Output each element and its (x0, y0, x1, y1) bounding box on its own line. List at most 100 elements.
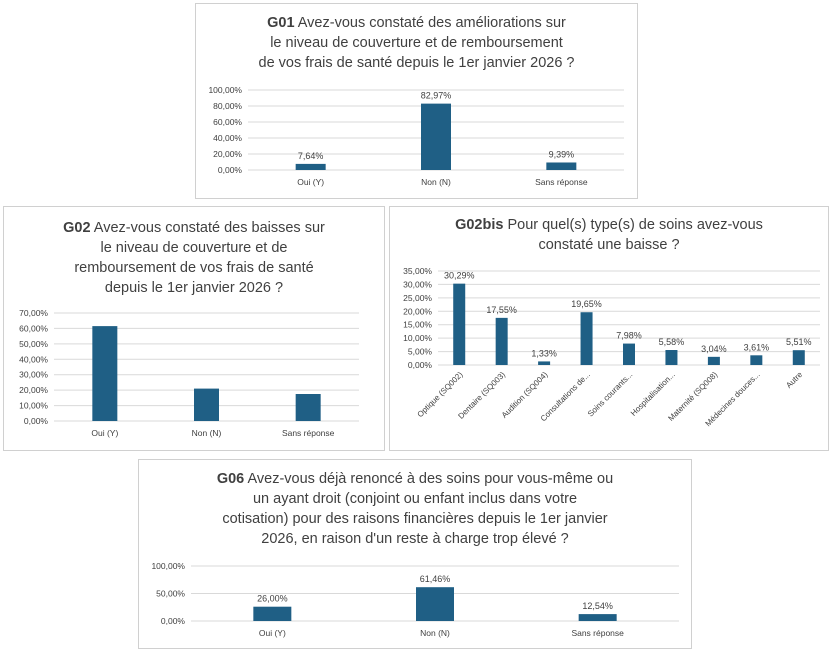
category-label: Non (N) (421, 177, 451, 187)
category-label: Oui (Y) (91, 428, 118, 438)
chart-title-line: Avez-vous constaté des améliorations sur (297, 15, 566, 31)
y-tick-label: 100,00% (151, 561, 185, 571)
bar (421, 103, 451, 170)
y-tick-label: 50,00% (19, 339, 48, 349)
chart-title-line: cotisation) pour des raisons financières… (222, 511, 608, 527)
data-label: 17,55% (486, 305, 517, 315)
data-label: 26,00% (257, 594, 288, 604)
chart-panel-g02bis: G02bis Pour quel(s) type(s) de soins ave… (389, 206, 829, 451)
category-label: Non (N) (420, 628, 450, 638)
category-label: Optique (SQ002) (416, 370, 465, 419)
category-label: Sans réponse (571, 628, 624, 638)
bar (665, 350, 678, 365)
chart-title-line: constaté une baisse ? (538, 237, 680, 253)
y-tick-label: 40,00% (213, 133, 242, 143)
chart-title-line: 2026, en raison d'un reste à charge trop… (261, 531, 569, 547)
data-label: 7,98% (616, 331, 642, 341)
y-tick-label: 20,00% (213, 149, 242, 159)
y-tick-label: 15,00% (403, 320, 432, 330)
bar (416, 587, 454, 621)
bar (578, 614, 617, 621)
chart-title-line: un ayant droit (conjoint ou enfant inclu… (252, 491, 578, 507)
data-label: 61,46% (420, 574, 451, 584)
chart-svg-g06: 0,00% 50,00% 100,00% 26,00% Oui (Y) 61,46% Non… (151, 561, 679, 638)
category-label: Oui (Y) (297, 177, 324, 187)
bar (253, 606, 292, 621)
y-tick-label: 60,00% (19, 323, 48, 333)
chart-title-line: remboursement de vos frais de santé (74, 260, 314, 276)
chart-svg-g02: 0,00% 10,00% 20,00% 30,00% 40,00% 50,00% 60,00… (19, 308, 359, 438)
data-label: 19,65% (571, 299, 602, 309)
category-label: Hospitalisation... (629, 370, 677, 418)
category-label: Sans réponse (282, 428, 335, 438)
data-label: 5,51% (786, 337, 812, 347)
data-label: 30,29% (444, 271, 475, 281)
chart-title-g02bis: G02bis Pour quel(s) type(s) de soins ave… (390, 215, 828, 255)
chart-title-line: Avez-vous déjà renoncé à des soins pour … (247, 471, 614, 487)
bar (546, 162, 577, 170)
data-label: 12,54% (582, 601, 613, 611)
data-label: 3,61% (744, 342, 770, 352)
bar (538, 361, 551, 365)
chart-svg-g01: 0,00% 20,00% 40,00% 60,00% 80,00% 100,00% 7,64… (208, 85, 624, 187)
y-tick-label: 0,00% (24, 416, 49, 426)
y-tick-label: 70,00% (19, 308, 48, 318)
y-tick-label: 0,00% (218, 165, 243, 175)
chart-title-line: le niveau de couverture et de remboursem… (270, 35, 563, 51)
chart-title-code: G02 (63, 220, 91, 236)
category-label: Autre (784, 370, 804, 390)
bar (750, 355, 763, 365)
data-label: 9,39% (549, 149, 575, 159)
y-tick-label: 40,00% (19, 354, 48, 364)
y-tick-label: 60,00% (213, 117, 242, 127)
chart-panel-g02: G02 Avez-vous constaté des baisses sur l… (3, 206, 385, 451)
bar (295, 163, 326, 170)
y-tick-label: 20,00% (19, 385, 48, 395)
bar (792, 350, 805, 365)
chart-title-line: depuis le 1er janvier 2026 ? (104, 280, 284, 296)
chart-title-code: G01 (267, 15, 295, 31)
y-tick-label: 10,00% (403, 333, 432, 343)
y-tick-label: 100,00% (208, 85, 242, 95)
bar (707, 356, 720, 365)
y-tick-label: 50,00% (156, 589, 185, 599)
data-label: 1,33% (531, 348, 557, 358)
chart-title-code: G06 (216, 471, 245, 487)
bar (295, 394, 321, 421)
data-label: 82,97% (421, 91, 452, 101)
category-label: Soins courants... (586, 370, 635, 419)
chart-title-line: Avez-vous constaté des baisses sur (93, 220, 325, 236)
bar (92, 326, 118, 421)
bar (623, 343, 635, 365)
chart-title-line: le niveau de couverture et de (100, 240, 288, 256)
chart-title-line: de vos frais de santé depuis le 1er janv… (258, 55, 575, 71)
chart-title-g01: G01 Avez-vous constaté des améliorations… (196, 13, 637, 73)
category-label: Non (N) (192, 428, 222, 438)
chart-svg-g02bis: 0,00% 5,00% 10,00% 15,00% 20,00% 25,00% 30,00%… (403, 266, 820, 428)
category-label: Sans réponse (535, 177, 588, 187)
data-label: 7,64% (298, 151, 324, 161)
chart-title-g02: G02 Avez-vous constaté des baisses sur l… (4, 218, 384, 298)
y-tick-label: 10,00% (19, 401, 48, 411)
y-tick-label: 20,00% (403, 306, 432, 316)
y-tick-label: 5,00% (408, 347, 433, 357)
chart-panel-g06: G06 Avez-vous déjà renoncé à des soins p… (138, 459, 692, 649)
y-tick-label: 25,00% (403, 293, 432, 303)
y-tick-label: 30,00% (19, 370, 48, 380)
chart-panel-g01: G01 Avez-vous constaté des améliorations… (195, 3, 638, 199)
y-tick-label: 35,00% (403, 266, 432, 276)
data-label: 3,04% (701, 344, 727, 354)
y-tick-label: 0,00% (161, 616, 186, 626)
bar (495, 317, 508, 365)
chart-title-g06: G06 Avez-vous déjà renoncé à des soins p… (139, 469, 691, 549)
chart-title-line: Pour quel(s) type(s) de soins avez-vous (507, 217, 763, 233)
y-tick-label: 80,00% (213, 101, 242, 111)
data-label: 5,58% (659, 337, 685, 347)
bar (194, 388, 219, 421)
bar (453, 283, 466, 365)
bar (580, 312, 593, 365)
y-tick-label: 30,00% (403, 279, 432, 289)
y-tick-label: 0,00% (408, 360, 433, 370)
chart-title-code: G02bis (455, 217, 504, 233)
category-label: Oui (Y) (259, 628, 286, 638)
